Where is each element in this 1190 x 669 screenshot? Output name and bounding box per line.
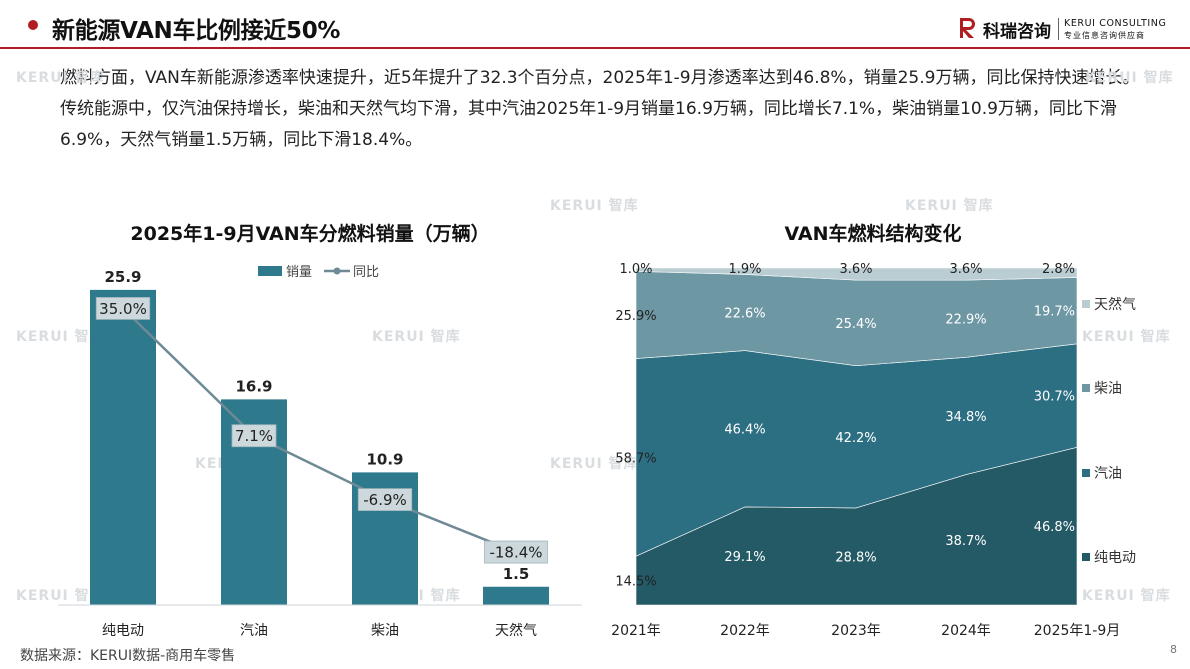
yoy-line bbox=[122, 307, 517, 554]
legend-swatch-sales bbox=[258, 266, 282, 276]
bar-value-label: 25.9 bbox=[104, 268, 141, 286]
yoy-label-box bbox=[231, 424, 277, 448]
area-data-label: 42.2% bbox=[835, 431, 876, 446]
yoy-label: 7.1% bbox=[235, 427, 273, 445]
watermark: KERUI 智库 bbox=[550, 456, 639, 472]
watermark: KERUI 智库 bbox=[905, 198, 994, 214]
yoy-label: -18.4% bbox=[489, 544, 542, 562]
page-title: 新能源VAN车比例接近50% bbox=[52, 18, 341, 44]
kerui-logo: 科瑞咨询 KERUI CONSULTING 专业信息咨询供应商 bbox=[958, 14, 1168, 44]
watermark: KERUI 智库 bbox=[1085, 70, 1174, 86]
yoy-label: -6.9% bbox=[363, 491, 407, 509]
x-tick-label: 2022年 bbox=[720, 623, 770, 639]
area-data-label: 22.6% bbox=[724, 306, 765, 321]
category-label: 柴油 bbox=[371, 623, 399, 639]
page-number: 8 bbox=[1170, 643, 1177, 656]
area-data-label: 46.4% bbox=[724, 423, 765, 438]
watermark: KERUI 智库 bbox=[550, 198, 639, 214]
bar-value-label: 16.9 bbox=[235, 377, 272, 395]
area-data-label: 34.8% bbox=[945, 410, 986, 425]
watermark: KERUI 智库 bbox=[1082, 588, 1171, 604]
logo-divider bbox=[1058, 18, 1059, 40]
legend-swatch-天然气 bbox=[1082, 300, 1090, 308]
bar-纯电动 bbox=[90, 289, 156, 605]
yoy-label-box bbox=[95, 297, 151, 320]
x-tick-label: 2021年 bbox=[611, 623, 661, 639]
legend-swatch-柴油 bbox=[1082, 384, 1090, 392]
area-data-label: 3.6% bbox=[949, 262, 982, 277]
watermark: KERUI 智库 bbox=[1082, 329, 1171, 345]
area-data-label: 14.5% bbox=[615, 575, 656, 590]
legend-label-天然气: 天然气 bbox=[1094, 296, 1136, 313]
yoy-label-box bbox=[484, 540, 548, 564]
logo-sub: 专业信息咨询供应商 bbox=[1064, 31, 1145, 40]
legend-label-yoy: 同比 bbox=[353, 265, 379, 280]
area-data-label: 19.7% bbox=[1034, 305, 1075, 320]
legend-swatch-纯电动 bbox=[1082, 553, 1090, 561]
legend-marker-yoy bbox=[333, 267, 341, 275]
bar-value-label: 1.5 bbox=[503, 565, 530, 583]
area-data-label: 28.8% bbox=[835, 550, 876, 565]
area-天然气 bbox=[635, 267, 1078, 281]
area-data-label: 1.9% bbox=[728, 262, 761, 277]
fuel-structure-area-chart: VAN车燃料结构变化 14.5% 29.1% 28.8% 38.7% 46.8% 58.7%… bbox=[611, 222, 1136, 639]
bar-天然气 bbox=[483, 586, 549, 605]
logo-en: KERUI CONSULTING bbox=[1064, 18, 1167, 29]
header-rule bbox=[0, 47, 1190, 49]
legend-label-柴油: 柴油 bbox=[1094, 381, 1122, 397]
watermark: KERUI 智库 bbox=[16, 70, 105, 86]
area-data-label: 1.0% bbox=[619, 262, 652, 277]
area-data-label: 2.8% bbox=[1042, 262, 1075, 277]
area-data-label: 22.9% bbox=[945, 313, 986, 328]
area-data-label: 29.1% bbox=[724, 550, 765, 565]
page-header: 新能源VAN车比例接近50% 科瑞咨询 KERUI CONSULTING 专业信… bbox=[0, 0, 1190, 50]
area-data-label: 25.9% bbox=[615, 309, 656, 324]
bar-chart-title: 2025年1-9月VAN车分燃料销量（万辆） bbox=[130, 222, 489, 245]
area-data-label: 46.8% bbox=[1034, 520, 1075, 535]
x-tick-label: 2024年 bbox=[941, 623, 991, 639]
legend-label-sales: 销量 bbox=[286, 265, 312, 280]
title-bullet-icon bbox=[28, 20, 38, 30]
legend-swatch-汽油 bbox=[1082, 469, 1090, 477]
summary-paragraph: 燃料方面，VAN车新能源渗透率快速提升，近5年提升了32.3个百分点，2025年… bbox=[60, 68, 1140, 150]
watermark: KERUI 智库 bbox=[16, 588, 105, 604]
category-label: 纯电动 bbox=[102, 623, 144, 639]
area-data-label: 38.7% bbox=[945, 534, 986, 549]
legend-label-纯电动: 纯电动 bbox=[1094, 550, 1136, 566]
bar-value-label: 10.9 bbox=[366, 450, 403, 468]
watermark: KERUI 智库 bbox=[16, 329, 105, 345]
data-source: 数据来源：KERUI数据-商用车零售 bbox=[20, 648, 236, 664]
area-data-label: 25.4% bbox=[835, 317, 876, 332]
area-data-label: 30.7% bbox=[1034, 390, 1075, 405]
kerui-logo-icon bbox=[960, 18, 975, 38]
x-tick-label: 2025年1-9月 bbox=[1034, 623, 1121, 639]
area-data-label: 3.6% bbox=[839, 262, 872, 277]
fuel-sales-bar-chart: 2025年1-9月VAN车分燃料销量（万辆） 销量 同比 25.9 16.9 10.9 1.… bbox=[58, 222, 582, 639]
category-label: 汽油 bbox=[240, 623, 268, 639]
category-label: 天然气 bbox=[495, 622, 537, 639]
x-tick-label: 2023年 bbox=[831, 623, 881, 639]
area-chart-title: VAN车燃料结构变化 bbox=[784, 222, 961, 245]
logo-cn: 科瑞咨询 bbox=[983, 22, 1051, 42]
watermark: KERUI 智库 bbox=[372, 329, 461, 345]
area-data-label: 58.7% bbox=[615, 451, 656, 466]
yoy-label-box bbox=[357, 488, 413, 512]
legend-label-汽油: 汽油 bbox=[1094, 466, 1122, 482]
yoy-label: 35.0% bbox=[99, 300, 147, 318]
